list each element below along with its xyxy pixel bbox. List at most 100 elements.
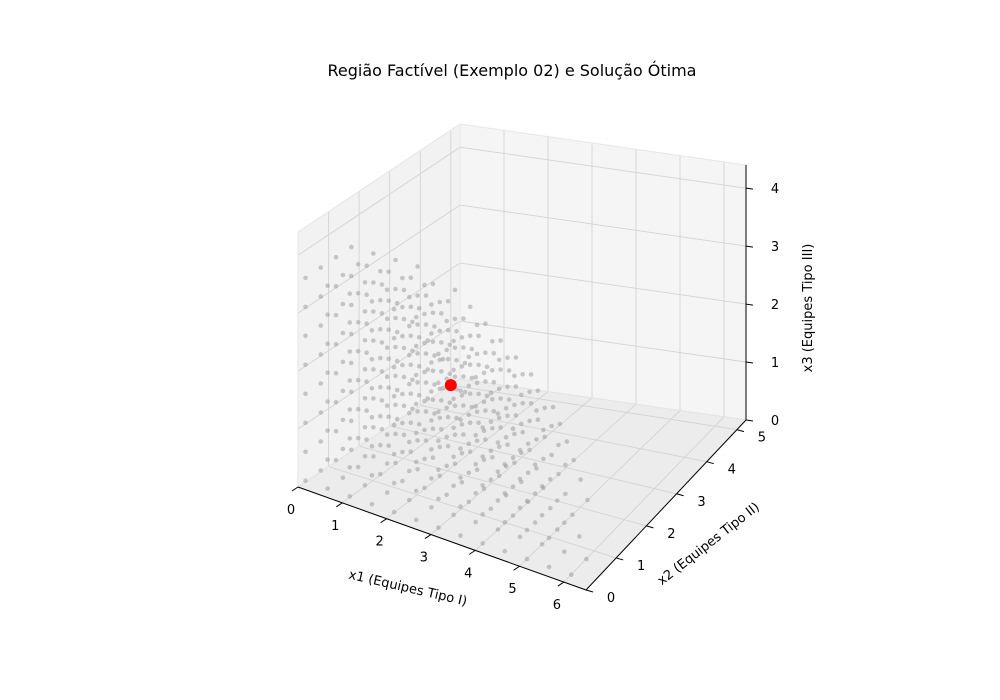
feasible-point: [541, 456, 546, 462]
feasible-point: [318, 352, 324, 357]
feasible-point: [490, 368, 495, 373]
z-tick: [745, 419, 754, 422]
optimal-solution-point: [444, 379, 457, 392]
feasible-point: [490, 426, 495, 431]
feasible-point: [498, 396, 503, 401]
feasible-point: [520, 371, 525, 377]
feasible-point: [578, 477, 583, 482]
feasible-point: [400, 304, 405, 310]
feasible-point: [546, 564, 552, 570]
feasible-point: [340, 388, 346, 394]
feasible-point: [496, 357, 502, 363]
feasible-point: [461, 345, 466, 350]
feasible-point: [355, 406, 361, 412]
feasible-point: [349, 418, 354, 424]
z-tick: [745, 303, 754, 306]
feasible-point: [534, 437, 539, 442]
feasible-point: [415, 351, 420, 356]
feasible-point: [391, 509, 397, 515]
feasible-point: [423, 438, 429, 443]
feasible-point: [480, 512, 486, 517]
feasible-point: [469, 404, 475, 410]
feasible-point: [432, 411, 437, 416]
feasible-point: [362, 280, 368, 285]
feasible-point: [303, 275, 308, 281]
feasible-point: [422, 398, 427, 404]
feasible-point: [349, 447, 354, 453]
feasible-point: [454, 328, 459, 334]
feasible-point: [467, 391, 473, 397]
feasible-point: [473, 490, 479, 496]
feasible-point: [506, 397, 512, 402]
feasible-point: [393, 373, 398, 379]
feasible-point: [452, 403, 458, 409]
feasible-point: [502, 548, 508, 554]
y-tick: [676, 493, 684, 497]
feasible-point: [520, 400, 525, 406]
feasible-point: [394, 329, 400, 335]
feasible-point: [557, 421, 563, 427]
feasible-point: [408, 420, 414, 426]
feasible-point: [355, 435, 361, 441]
feasible-point: [371, 396, 376, 401]
feasible-point: [391, 480, 397, 486]
feasible-point: [333, 342, 339, 347]
feasible-point: [510, 484, 516, 490]
feasible-point: [364, 263, 369, 269]
feasible-point: [462, 389, 468, 395]
feasible-point: [491, 408, 497, 414]
feasible-point: [429, 302, 434, 307]
feasible-point: [466, 354, 472, 360]
feasible-point: [539, 542, 545, 547]
feasible-point: [506, 368, 512, 373]
feasible-point: [386, 269, 392, 275]
feasible-point: [459, 451, 465, 456]
feasible-point: [524, 527, 530, 533]
feasible-point: [476, 362, 481, 368]
feasible-point: [496, 386, 502, 392]
feasible-point: [437, 357, 443, 363]
feasible-point: [570, 512, 575, 517]
feasible-point: [364, 408, 369, 413]
feasible-point: [445, 298, 451, 304]
x-tick-label: 2: [375, 535, 383, 550]
feasible-point: [378, 442, 383, 448]
optimal-solution-layer: [444, 379, 457, 392]
feasible-point: [355, 262, 361, 267]
feasible-point: [391, 335, 397, 341]
feasible-point: [569, 572, 574, 577]
feasible-point: [364, 292, 369, 298]
feasible-point: [571, 457, 576, 463]
feasible-point: [318, 294, 324, 299]
feasible-point: [416, 363, 422, 369]
feasible-point: [562, 520, 567, 525]
feasible-point: [303, 304, 308, 310]
feasible-point: [439, 369, 444, 374]
feasible-point: [542, 405, 547, 411]
feasible-point: [517, 447, 523, 453]
feasible-point: [474, 380, 480, 386]
feasible-point: [517, 476, 523, 482]
feasible-point: [379, 282, 385, 287]
y-tick-label: 5: [758, 431, 766, 446]
feasible-point: [546, 535, 552, 541]
feasible-point: [407, 294, 412, 300]
feasible-point: [430, 310, 436, 316]
feasible-point: [407, 381, 412, 387]
z-tick-label: 4: [771, 182, 779, 197]
feasible-point: [408, 449, 414, 455]
feasible-point: [451, 454, 456, 460]
feasible-point: [437, 415, 443, 421]
feasible-point: [371, 425, 376, 430]
feasible-point: [325, 486, 330, 491]
feasible-point: [400, 449, 405, 455]
feasible-point: [584, 556, 589, 562]
feasible-point: [451, 425, 456, 431]
x-tick-label: 3: [420, 551, 428, 566]
feasible-point: [548, 477, 553, 482]
feasible-point: [437, 299, 443, 305]
x-tick: [557, 581, 565, 587]
feasible-point: [505, 355, 510, 361]
feasible-point: [423, 351, 429, 356]
feasible-point: [393, 460, 398, 466]
